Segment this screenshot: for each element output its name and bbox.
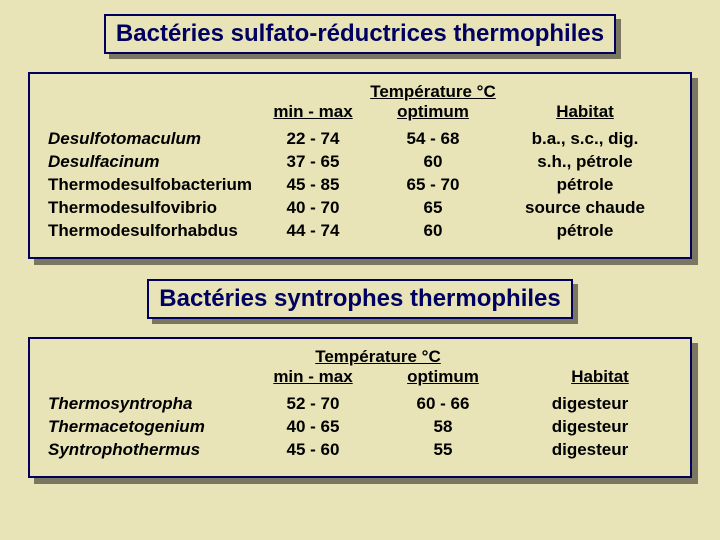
- organism-name: Thermodesulfobacterium: [48, 174, 258, 197]
- organism-name: Syntrophothermus: [48, 439, 248, 462]
- section1-title: Bactéries sulfato-réductrices thermophil…: [104, 14, 616, 54]
- table-row: Thermodesulfovibrio40 - 7065source chaud…: [48, 197, 672, 220]
- header-row: min - max optimum Habitat: [48, 102, 672, 122]
- optimum-value: 55: [378, 439, 508, 462]
- table-row: Thermodesulfobacterium45 - 8565 - 70pétr…: [48, 174, 672, 197]
- section2-data: Température °C min - max optimum Habitat…: [28, 337, 692, 478]
- table-row: Thermosyntropha52 - 7060 - 66digesteur: [48, 393, 672, 416]
- section2-rows: Thermosyntropha52 - 7060 - 66digesteurTh…: [48, 393, 672, 462]
- section1-data-box: Température °C min - max optimum Habitat…: [28, 72, 692, 259]
- organism-name: Thermodesulforhabdus: [48, 220, 258, 243]
- organism-name: Thermosyntropha: [48, 393, 248, 416]
- optimum-value: 58: [378, 416, 508, 439]
- temp-header: Température °C: [248, 347, 508, 367]
- section2-data-box: Température °C min - max optimum Habitat…: [28, 337, 692, 478]
- section1-rows: Desulfotomaculum22 - 7454 - 68b.a., s.c.…: [48, 128, 672, 243]
- table-row: Desulfacinum37 - 6560s.h., pétrole: [48, 151, 672, 174]
- optimum-value: 60: [368, 220, 498, 243]
- minmax-value: 40 - 65: [248, 416, 378, 439]
- minmax-value: 40 - 70: [258, 197, 368, 220]
- habitat-value: digesteur: [508, 439, 672, 462]
- col-habitat-header: Habitat: [508, 367, 672, 387]
- optimum-value: 60: [368, 151, 498, 174]
- organism-name: Thermacetogenium: [48, 416, 248, 439]
- table-row: Thermodesulforhabdus44 - 7460pétrole: [48, 220, 672, 243]
- minmax-value: 45 - 60: [248, 439, 378, 462]
- habitat-value: pétrole: [498, 220, 672, 243]
- minmax-value: 52 - 70: [248, 393, 378, 416]
- optimum-value: 60 - 66: [378, 393, 508, 416]
- habitat-value: source chaude: [498, 197, 672, 220]
- section1-data: Température °C min - max optimum Habitat…: [28, 72, 692, 259]
- col-minmax-header: min - max: [248, 367, 378, 387]
- temp-header: Température °C: [368, 82, 498, 102]
- col-optimum-header: optimum: [368, 102, 498, 122]
- optimum-value: 65 - 70: [368, 174, 498, 197]
- header-row: min - max optimum Habitat: [48, 367, 672, 387]
- header-row-super: Température °C: [48, 82, 672, 102]
- table-row: Thermacetogenium40 - 6558digesteur: [48, 416, 672, 439]
- minmax-value: 37 - 65: [258, 151, 368, 174]
- col-optimum-header: optimum: [378, 367, 508, 387]
- optimum-value: 65: [368, 197, 498, 220]
- organism-name: Desulfacinum: [48, 151, 258, 174]
- table-row: Desulfotomaculum22 - 7454 - 68b.a., s.c.…: [48, 128, 672, 151]
- optimum-value: 54 - 68: [368, 128, 498, 151]
- organism-name: Desulfotomaculum: [48, 128, 258, 151]
- section1-title-box: Bactéries sulfato-réductrices thermophil…: [104, 14, 616, 54]
- col-habitat-header: Habitat: [498, 102, 672, 122]
- habitat-value: digesteur: [508, 416, 672, 439]
- habitat-value: digesteur: [508, 393, 672, 416]
- col-minmax-header: min - max: [258, 102, 368, 122]
- minmax-value: 44 - 74: [258, 220, 368, 243]
- habitat-value: pétrole: [498, 174, 672, 197]
- minmax-value: 22 - 74: [258, 128, 368, 151]
- table-row: Syntrophothermus45 - 6055digesteur: [48, 439, 672, 462]
- habitat-value: b.a., s.c., dig.: [498, 128, 672, 151]
- section2-title-box: Bactéries syntrophes thermophiles: [147, 279, 572, 319]
- header-row-super: Température °C: [48, 347, 672, 367]
- minmax-value: 45 - 85: [258, 174, 368, 197]
- organism-name: Thermodesulfovibrio: [48, 197, 258, 220]
- section2-title: Bactéries syntrophes thermophiles: [147, 279, 572, 319]
- habitat-value: s.h., pétrole: [498, 151, 672, 174]
